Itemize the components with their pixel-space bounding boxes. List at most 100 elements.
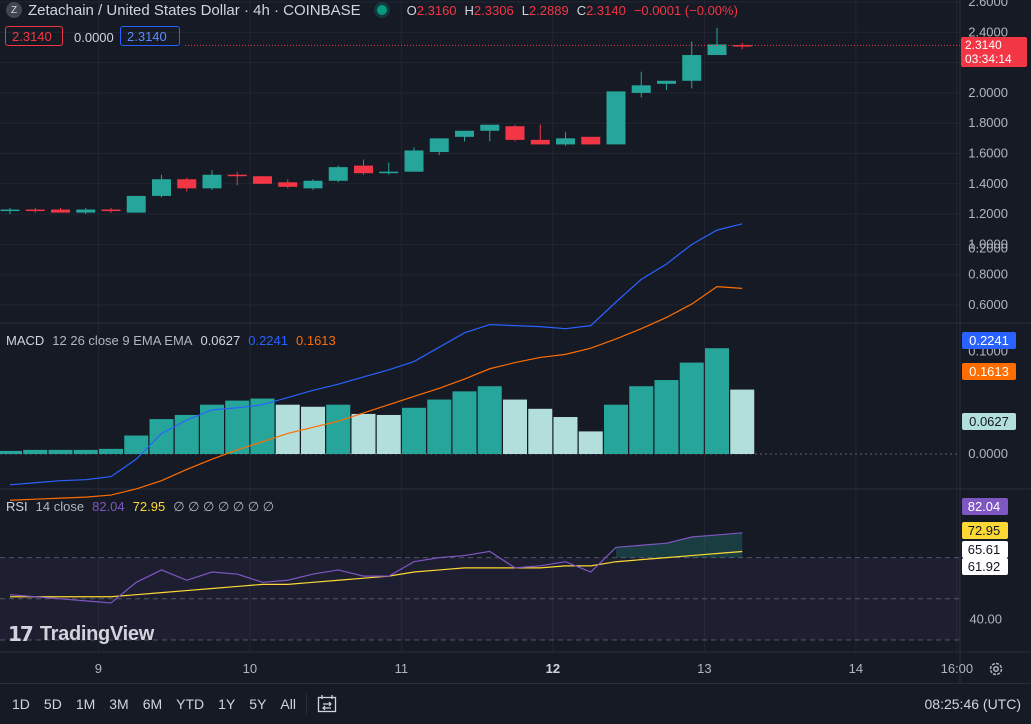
open-label: O: [406, 2, 417, 18]
macd-histogram-bar: [553, 417, 578, 454]
macd-histogram-bar: [250, 398, 275, 454]
close-value: 2.3140: [586, 2, 626, 18]
candle-down: [51, 209, 70, 213]
rsi-ma-value-tag: 72.95: [962, 522, 1008, 539]
tf-1y-button[interactable]: 1Y: [218, 696, 236, 712]
macd-histogram-bar: [99, 448, 123, 454]
rsi-ma-value-tag-text: 72.95: [968, 523, 1001, 538]
price-tick-label: 1.6000: [968, 146, 1008, 161]
market-status-icon[interactable]: [376, 5, 387, 15]
macd-hist-value: 0.0627: [200, 333, 241, 348]
tf-6m-button[interactable]: 6M: [142, 696, 163, 712]
price-tick-label: 1.4000: [968, 176, 1008, 191]
rsi-upper-tag: 65.61: [962, 541, 1008, 558]
rsi-ma-line: [10, 550, 743, 598]
tf-all-button[interactable]: All: [280, 696, 296, 712]
tf-1m-button[interactable]: 1M: [75, 696, 96, 712]
high-label: H: [464, 2, 474, 18]
signal-value-tag-bg: [962, 363, 1016, 380]
current-price-value: 2.3140: [965, 38, 1002, 52]
tf-5y-button[interactable]: 5Y: [249, 696, 267, 712]
macd-legend[interactable]: MACD 12 26 close 9 EMA EMA 0.0627 0.2241…: [6, 333, 336, 348]
time-tick-label: 12: [546, 661, 560, 676]
macd-line: [9, 223, 743, 486]
rsi-lower-tag-bg: [962, 558, 1008, 575]
low-value: 2.2889: [528, 2, 569, 18]
bottom-toolbar: 1D 5D 1M 3M 6M YTD 1Y 5Y All 08:25:46 (U…: [0, 683, 1031, 724]
high-value: 2.3306: [473, 2, 514, 18]
chart-header: Z Zetachain / United States Dollar · 4h …: [6, 0, 738, 20]
candle-up: [126, 195, 146, 213]
candle-up: [657, 80, 676, 84]
chart-canvas[interactable]: 0.6000 0.8000 1.0000 1.2000 1.4000 1.6000 1.80…: [0, 0, 1031, 683]
macd-histogram-bar: [0, 450, 22, 454]
macd-histogram-bar: [48, 449, 73, 454]
macd-params: 12 26 close 9 EMA EMA: [52, 333, 193, 348]
macd-histogram-bar: [679, 362, 704, 454]
macd-histogram-bar: [528, 408, 553, 454]
candle-up: [455, 130, 474, 137]
candle-down: [581, 136, 601, 145]
macd-tick-label: 0.2000: [968, 241, 1008, 256]
tf-ytd-button[interactable]: YTD: [176, 696, 205, 712]
macd-histogram-bar: [124, 435, 149, 454]
sell-price-box[interactable]: 2.3140: [5, 26, 63, 46]
date-range-icon[interactable]: [317, 695, 337, 713]
time-tick-label: 11: [395, 661, 409, 676]
symbol-title[interactable]: Zetachain / United States Dollar · 4h · …: [28, 1, 361, 19]
utc-clock[interactable]: 08:25:46 (UTC): [924, 696, 1021, 712]
macd-histogram-bar: [578, 431, 603, 454]
rsi-params: 14 close: [35, 499, 85, 514]
rsi-value-tag-text: 82.04: [968, 499, 1001, 514]
histogram-value-tag-bg: [962, 413, 1016, 430]
settings-gear-icon[interactable]: [988, 661, 1004, 677]
price-tick-label: 1.2000: [968, 206, 1008, 221]
rsi-lower-tag: 61.92: [962, 558, 1008, 575]
time-tick-label: 14: [849, 661, 863, 676]
time-tick-label: 10: [243, 661, 257, 676]
signal-value-tag: 0.1613: [962, 363, 1016, 380]
time-tick-label: 16:00: [941, 661, 974, 676]
macd-signal-value: 0.1613: [296, 333, 336, 348]
macd-histogram-bar: [23, 449, 48, 454]
candle-up: [0, 209, 20, 212]
rsi-value-tag-bg: [962, 498, 1008, 515]
macd-histogram-bar: [604, 404, 628, 454]
ohlc-values: O2.3160 H2.3306 L2.2889 C2.3140 −0.0001 …: [407, 3, 738, 18]
macd-histogram-bar: [452, 391, 477, 454]
candle-down: [505, 126, 525, 140]
candle-up: [429, 138, 449, 152]
histogram-value-tag-text: 0.0627: [969, 414, 1009, 429]
candle-down: [101, 209, 121, 212]
candle-up: [606, 91, 626, 145]
tf-3m-button[interactable]: 3M: [109, 696, 129, 712]
rsi-name: RSI: [6, 499, 28, 514]
candle-up: [480, 124, 500, 131]
macd-value-tag-text: 0.2241: [969, 333, 1009, 348]
macd-histogram-bar: [629, 386, 654, 454]
candle-up: [707, 44, 727, 56]
macd-histogram-bar: [503, 399, 527, 454]
macd-value-tag-bg: [962, 332, 1016, 349]
buy-price-box[interactable]: 2.3140: [120, 26, 180, 46]
low-label: L: [521, 2, 529, 18]
change-value: −0.0001 (−0.00%): [633, 2, 738, 18]
candle-down: [732, 45, 752, 47]
timeframe-buttons: 1D 5D 1M 3M 6M YTD 1Y 5Y All: [12, 696, 296, 712]
candle-down: [530, 139, 550, 145]
candle-up: [631, 85, 651, 93]
rsi-line: [9, 532, 743, 604]
tf-5d-button[interactable]: 5D: [43, 696, 62, 712]
macd-line-value: 0.2241: [248, 333, 288, 348]
macd-histogram-bar: [477, 386, 502, 454]
candle-up: [404, 150, 424, 172]
histogram-value-tag: 0.0627: [962, 413, 1016, 430]
tf-1d-button[interactable]: 1D: [12, 696, 30, 712]
macd-histogram-bar: [402, 407, 426, 454]
rsi-legend[interactable]: RSI 14 close 82.04 72.95 ∅ ∅ ∅ ∅ ∅ ∅ ∅: [6, 499, 274, 515]
toolbar-divider: [305, 694, 307, 714]
rsi-upper-tag-bg: [962, 541, 1008, 558]
macd-histogram-bar: [301, 406, 325, 454]
rsi-ma-value-tag-bg: [962, 522, 1008, 539]
current-price-label: 2.3140 03:34:14: [961, 37, 1027, 67]
